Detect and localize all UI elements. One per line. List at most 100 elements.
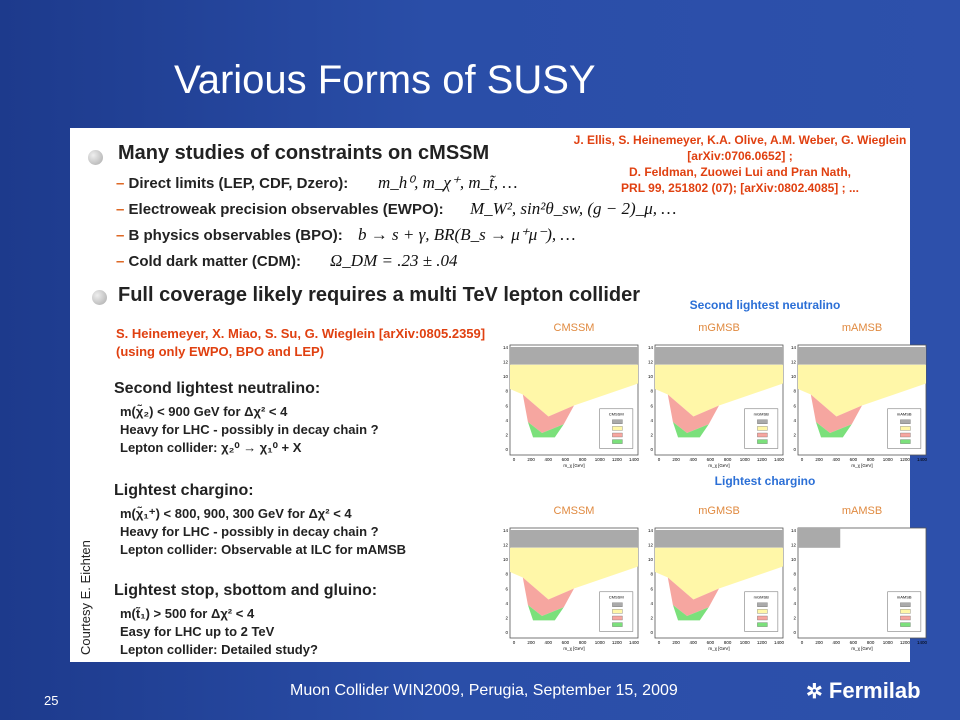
region-gray xyxy=(655,347,783,365)
legend-title: CMSSM xyxy=(609,594,624,599)
x-tick-label: 1400 xyxy=(917,457,928,462)
x-tick-label: 400 xyxy=(545,457,553,462)
x-tick-label: 1200 xyxy=(612,457,623,462)
section-line: m(χ̃₂) < 900 GeV for Δχ² < 4 xyxy=(120,404,288,419)
region-gray xyxy=(798,528,841,548)
legend-swatch xyxy=(900,432,911,438)
y-tick-label: 6 xyxy=(505,586,508,591)
legend-swatch xyxy=(900,439,911,444)
study-reference: S. Heinemeyer, X. Miao, S. Su, G. Wiegle… xyxy=(116,326,486,341)
y-tick-label: 4 xyxy=(793,418,796,423)
x-tick-label: 1000 xyxy=(740,640,751,645)
reference: D. Feldman, Zuowei Lui and Pran Nath, xyxy=(628,165,852,179)
region-green xyxy=(815,422,852,438)
y-tick-label: 12 xyxy=(503,543,509,548)
y-tick-label: 6 xyxy=(793,586,796,591)
legend-title: mAMSB xyxy=(897,594,912,599)
legend-swatch xyxy=(612,426,623,431)
panel-title: mGMSB xyxy=(698,322,740,334)
x-tick-label: 1200 xyxy=(900,457,911,462)
x-tick-label: 0 xyxy=(801,457,804,462)
y-tick-label: 12 xyxy=(791,360,797,365)
region-gray xyxy=(510,530,638,548)
footer: Muon Collider WIN2009, Perugia, Septembe… xyxy=(290,682,678,699)
legend-swatch xyxy=(757,439,768,444)
y-tick-label: 0 xyxy=(505,447,508,452)
y-tick-label: 2 xyxy=(793,432,796,437)
x-tick-label: 1400 xyxy=(774,640,785,645)
x-tick-label: 0 xyxy=(658,457,661,462)
y-tick-label: 8 xyxy=(793,389,796,394)
y-tick-label: 14 xyxy=(791,345,797,350)
bullet-dot xyxy=(92,290,107,305)
region-yellow xyxy=(510,547,638,600)
x-tick-label: 800 xyxy=(579,457,587,462)
formula: M_W², sin²θ_sw, (g − 2)_μ, … xyxy=(470,199,677,218)
panel-title: CMSSM xyxy=(554,505,595,517)
y-tick-label: 6 xyxy=(650,586,653,591)
y-tick-label: 10 xyxy=(648,374,654,379)
x-tick-label: 400 xyxy=(690,457,698,462)
x-axis-label: m_χ [GeV] xyxy=(708,463,729,468)
page-number: 25 xyxy=(44,693,59,708)
legend-swatch xyxy=(612,439,623,444)
y-tick-label: 4 xyxy=(505,418,508,423)
legend-swatch xyxy=(757,426,768,431)
sub-item: – B physics observables (BPO): xyxy=(116,227,343,244)
y-tick-label: 4 xyxy=(793,601,796,606)
x-tick-label: 1200 xyxy=(612,640,623,645)
section-line: m(t̃₁) > 500 for Δχ² < 4 xyxy=(120,606,255,621)
y-tick-label: 14 xyxy=(791,528,797,533)
bullet-text: Full coverage likely requires a multi Te… xyxy=(118,284,641,306)
y-tick-label: 0 xyxy=(793,447,796,452)
x-tick-label: 800 xyxy=(724,640,732,645)
y-tick-label: 2 xyxy=(650,615,653,620)
y-tick-label: 8 xyxy=(650,389,653,394)
figure-title: Lightest chargino xyxy=(715,474,816,488)
panel-title: mAMSB xyxy=(842,322,882,334)
section-line: Easy for LHC up to 2 TeV xyxy=(120,624,275,639)
panel-title: CMSSM xyxy=(554,322,595,334)
y-tick-label: 14 xyxy=(648,345,654,350)
y-tick-label: 0 xyxy=(793,630,796,635)
x-tick-label: 200 xyxy=(527,457,535,462)
legend-swatch xyxy=(612,615,623,621)
y-tick-label: 10 xyxy=(648,557,654,562)
y-tick-label: 2 xyxy=(793,615,796,620)
x-tick-label: 0 xyxy=(513,457,516,462)
y-tick-label: 0 xyxy=(650,447,653,452)
legend-swatch xyxy=(612,419,623,424)
x-tick-label: 600 xyxy=(562,457,570,462)
x-tick-label: 1000 xyxy=(595,640,606,645)
y-tick-label: 4 xyxy=(650,601,653,606)
region-yellow xyxy=(655,364,783,417)
y-tick-label: 10 xyxy=(791,374,797,379)
reference: [arXiv:0706.0652] ; xyxy=(687,149,793,163)
x-axis-label: m_χ [GeV] xyxy=(851,646,872,651)
section-line: Lepton collider: Detailed study? xyxy=(120,642,318,657)
x-tick-label: 600 xyxy=(707,457,715,462)
x-tick-label: 0 xyxy=(513,640,516,645)
section-line: m(χ̃₁⁺) < 800, 900, 300 GeV for Δχ² < 4 xyxy=(120,506,352,521)
section-heading: Second lightest neutralino: xyxy=(114,380,321,397)
y-tick-label: 12 xyxy=(648,360,654,365)
legend-swatch xyxy=(900,419,911,424)
y-tick-label: 8 xyxy=(793,572,796,577)
legend-swatch xyxy=(757,609,768,614)
x-tick-label: 400 xyxy=(833,640,841,645)
y-tick-label: 10 xyxy=(503,557,509,562)
y-tick-label: 8 xyxy=(505,572,508,577)
legend-swatch xyxy=(900,615,911,621)
y-tick-label: 10 xyxy=(791,557,797,562)
sub-item: – Electroweak precision observables (EWP… xyxy=(116,201,444,218)
figure-title: Second lightest neutralino xyxy=(690,298,841,312)
y-tick-label: 8 xyxy=(650,572,653,577)
x-tick-label: 800 xyxy=(867,457,875,462)
region-red xyxy=(667,394,719,433)
region-green xyxy=(527,605,564,621)
y-tick-label: 10 xyxy=(503,374,509,379)
y-tick-label: 4 xyxy=(650,418,653,423)
region-yellow xyxy=(510,364,638,417)
y-tick-label: 12 xyxy=(791,543,797,548)
